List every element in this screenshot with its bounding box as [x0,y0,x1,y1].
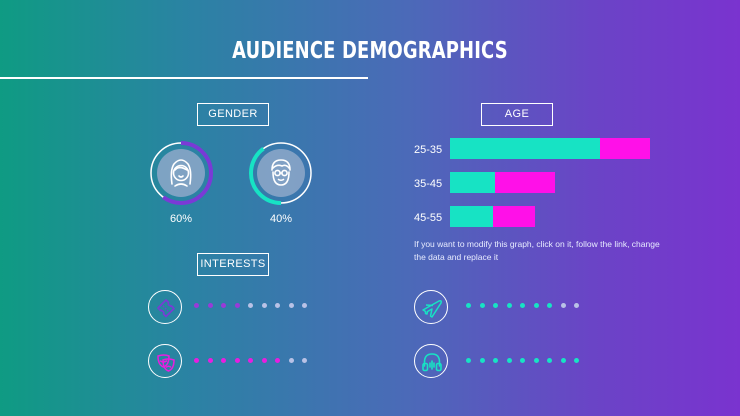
level-dot-filled [533,358,539,363]
age-label-box: AGE [481,103,553,126]
level-dot-filled [506,303,512,308]
age-bar-35-45-segment-2 [495,172,555,193]
age-bar-25-35-segment-1 [450,138,600,159]
level-dot-filled [520,358,525,363]
level-dot-empty [302,303,307,308]
level-dot-filled [547,303,552,308]
level-dot-filled [248,358,253,363]
age-bar-25-35-segment-2 [600,138,650,159]
gender-male-chart[interactable] [248,140,314,206]
airplane-icon-circle [414,290,448,324]
headphones-icon [422,353,442,372]
age-label: AGE [504,108,530,120]
level-dot-empty [248,303,253,308]
level-dot-empty [275,303,280,308]
interests-label-box: INTERESTS [197,253,269,276]
airplane-icon [422,300,442,318]
female-face-icon [170,159,192,187]
airplane-interest-level [466,303,596,309]
gender-label-box: GENDER [197,103,269,126]
level-dot-empty [574,303,579,308]
headphones-interest-level [466,358,596,364]
age-bar-45-55-segment-2 [493,206,535,227]
level-dot-filled [221,358,226,363]
drama-masks-icon [157,354,175,372]
level-dot-filled [261,358,267,363]
level-dot-empty [261,303,267,308]
ticket-icon [157,299,175,318]
level-dot-filled [493,303,498,308]
page-title: AUDIENCE DEMOGRAPHICS [232,38,508,64]
age-bar-chart[interactable]: 25-35 35-45 45-55 [410,130,670,230]
level-dot-filled [194,358,199,363]
female-percent: 60% [169,213,193,225]
gender-label: GENDER [208,108,258,120]
age-bar-35-45-segment-1 [450,172,495,193]
drama-interest-level [194,358,324,364]
interests-label: INTERESTS [200,258,266,270]
level-dot-filled [493,358,498,363]
gender-female-chart[interactable] [148,140,214,206]
level-dot-filled [533,303,539,308]
level-dot-filled [479,358,485,363]
level-dot-filled [547,358,552,363]
level-dot-filled [194,303,199,308]
level-dot-filled [479,303,485,308]
level-dot-filled [466,358,471,363]
level-dot-filled [234,358,240,363]
drama-icon-circle [148,344,182,378]
age-bar-45-55-segment-1 [450,206,493,227]
level-dot-filled [560,358,566,363]
level-dot-filled [574,358,579,363]
headphones-icon-circle [414,344,448,378]
level-dot-filled [221,303,226,308]
level-dot-filled [506,358,512,363]
age-category-label: 45-55 [414,212,442,224]
level-dot-empty [560,303,566,308]
level-dot-empty [288,358,294,363]
male-percent: 40% [269,213,293,225]
level-dot-filled [207,303,213,308]
title-underline [0,77,368,79]
level-dot-filled [234,303,240,308]
level-dot-empty [302,358,307,363]
age-category-label: 35-45 [414,178,442,190]
ticket-interest-level [194,303,324,309]
level-dot-filled [275,358,280,363]
level-dot-filled [520,303,525,308]
level-dot-filled [466,303,471,308]
level-dot-empty [288,303,294,308]
ticket-icon-circle [148,290,182,324]
male-face-icon [271,159,291,186]
age-chart-note: If you want to modify this graph, click … [414,239,660,262]
age-category-label: 25-35 [414,144,442,156]
female-ring [149,141,213,205]
level-dot-filled [207,358,213,363]
